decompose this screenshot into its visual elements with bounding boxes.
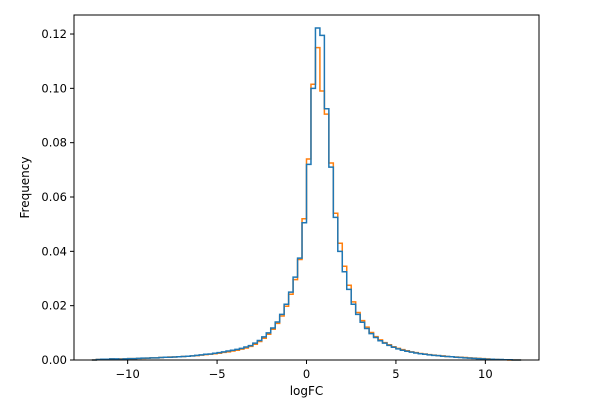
x-tick-label: −10 (116, 367, 140, 381)
series-layer (91, 27, 522, 361)
x-tick-label: 10 (478, 367, 493, 381)
y-tick-label: 0.08 (41, 136, 67, 150)
x-axis-ticks: −10 −5 0 5 10 (116, 360, 493, 381)
y-tick-label: 0.02 (41, 299, 67, 313)
y-tick-label: 0.06 (41, 190, 67, 204)
y-tick-label: 0.10 (41, 81, 67, 95)
y-tick-label: 0.04 (41, 244, 67, 258)
x-tick-label: 0 (303, 367, 310, 381)
histogram-series-2 (91, 27, 522, 361)
y-tick-label: 0.12 (41, 27, 67, 41)
y-tick-label: 0.00 (41, 353, 67, 367)
x-tick-label: −5 (209, 367, 226, 381)
y-axis-label: Frequency (18, 157, 32, 219)
x-axis-label: logFC (290, 384, 324, 398)
x-tick-label: 5 (392, 367, 399, 381)
y-axis-ticks: 0.00 0.02 0.04 0.06 0.08 0.10 0.12 (41, 27, 74, 367)
